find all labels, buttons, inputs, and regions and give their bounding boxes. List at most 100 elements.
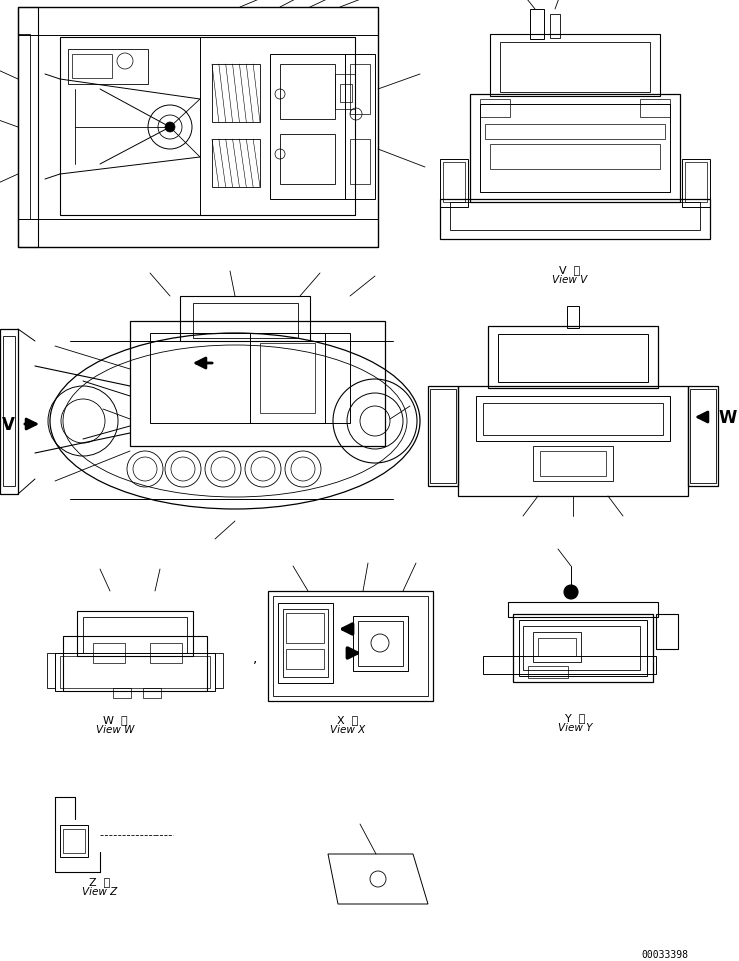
Text: V  視: V 視: [559, 264, 581, 275]
Bar: [47, 653, 55, 688]
Bar: [533, 447, 613, 481]
Bar: [3, 336, 15, 486]
Bar: [690, 389, 716, 483]
Bar: [533, 632, 581, 662]
Bar: [286, 650, 324, 669]
Text: View X: View X: [330, 725, 366, 734]
Text: View Z: View Z: [82, 886, 118, 896]
Bar: [215, 653, 223, 688]
Bar: [476, 397, 670, 441]
Bar: [656, 614, 678, 650]
Bar: [250, 333, 325, 424]
Bar: [273, 597, 428, 697]
Bar: [180, 297, 310, 342]
Bar: [640, 100, 670, 118]
Bar: [508, 603, 658, 617]
Bar: [480, 100, 510, 118]
Bar: [490, 145, 660, 170]
Bar: [483, 656, 656, 675]
Bar: [286, 613, 324, 643]
Bar: [63, 636, 207, 691]
Text: Z  視: Z 視: [89, 876, 111, 886]
Bar: [440, 160, 468, 208]
Bar: [18, 8, 378, 36]
Bar: [18, 8, 378, 248]
Bar: [143, 688, 161, 699]
Bar: [450, 203, 700, 231]
Bar: [278, 604, 333, 683]
Bar: [480, 105, 670, 193]
Bar: [550, 15, 560, 39]
Bar: [113, 688, 131, 699]
Bar: [18, 8, 38, 248]
Bar: [193, 304, 298, 338]
Bar: [428, 386, 458, 486]
Text: View W: View W: [96, 725, 134, 734]
Bar: [358, 622, 403, 666]
Bar: [93, 643, 125, 663]
Bar: [430, 389, 456, 483]
Bar: [18, 220, 378, 248]
Bar: [443, 162, 465, 203]
Bar: [83, 617, 187, 653]
Text: View Y: View Y: [558, 723, 592, 732]
Bar: [440, 200, 710, 239]
Bar: [280, 65, 335, 120]
Circle shape: [165, 123, 175, 133]
Bar: [530, 10, 544, 40]
Bar: [77, 611, 193, 656]
Bar: [519, 621, 647, 677]
Circle shape: [564, 585, 578, 600]
Bar: [283, 609, 328, 678]
Bar: [538, 638, 576, 656]
Text: 00033398: 00033398: [641, 949, 689, 959]
Text: X  視: X 視: [338, 714, 358, 725]
Text: View V: View V: [552, 275, 588, 284]
Text: ,: ,: [253, 651, 257, 664]
Bar: [485, 125, 665, 140]
Bar: [60, 656, 210, 688]
Bar: [488, 327, 658, 388]
Bar: [470, 95, 680, 203]
Bar: [500, 43, 650, 93]
Text: Y  視: Y 視: [565, 712, 585, 723]
Bar: [63, 829, 85, 853]
Bar: [68, 50, 148, 85]
Bar: [55, 653, 215, 691]
Bar: [350, 140, 370, 185]
Bar: [150, 333, 350, 424]
Bar: [340, 85, 352, 103]
Bar: [268, 591, 433, 702]
Bar: [458, 386, 688, 497]
Bar: [483, 404, 663, 435]
Text: W: W: [719, 408, 738, 427]
Bar: [60, 38, 355, 216]
Bar: [540, 452, 606, 477]
Bar: [498, 334, 648, 382]
Bar: [567, 307, 579, 329]
Bar: [350, 65, 370, 115]
Bar: [270, 55, 345, 200]
Bar: [18, 35, 30, 220]
Bar: [523, 627, 640, 671]
Bar: [72, 55, 112, 79]
Bar: [345, 55, 375, 200]
Bar: [260, 344, 315, 413]
Text: W  視: W 視: [103, 714, 127, 725]
Bar: [688, 386, 718, 486]
Bar: [212, 140, 260, 187]
Bar: [200, 38, 355, 216]
Bar: [685, 162, 707, 203]
Bar: [335, 75, 355, 110]
Bar: [353, 616, 408, 672]
Text: V: V: [1, 415, 15, 433]
Bar: [60, 825, 88, 857]
Bar: [513, 614, 653, 682]
Bar: [150, 643, 182, 663]
Bar: [528, 666, 568, 678]
Bar: [682, 160, 710, 208]
Bar: [280, 135, 335, 185]
Bar: [130, 322, 385, 447]
Bar: [212, 65, 260, 123]
Bar: [490, 35, 660, 97]
